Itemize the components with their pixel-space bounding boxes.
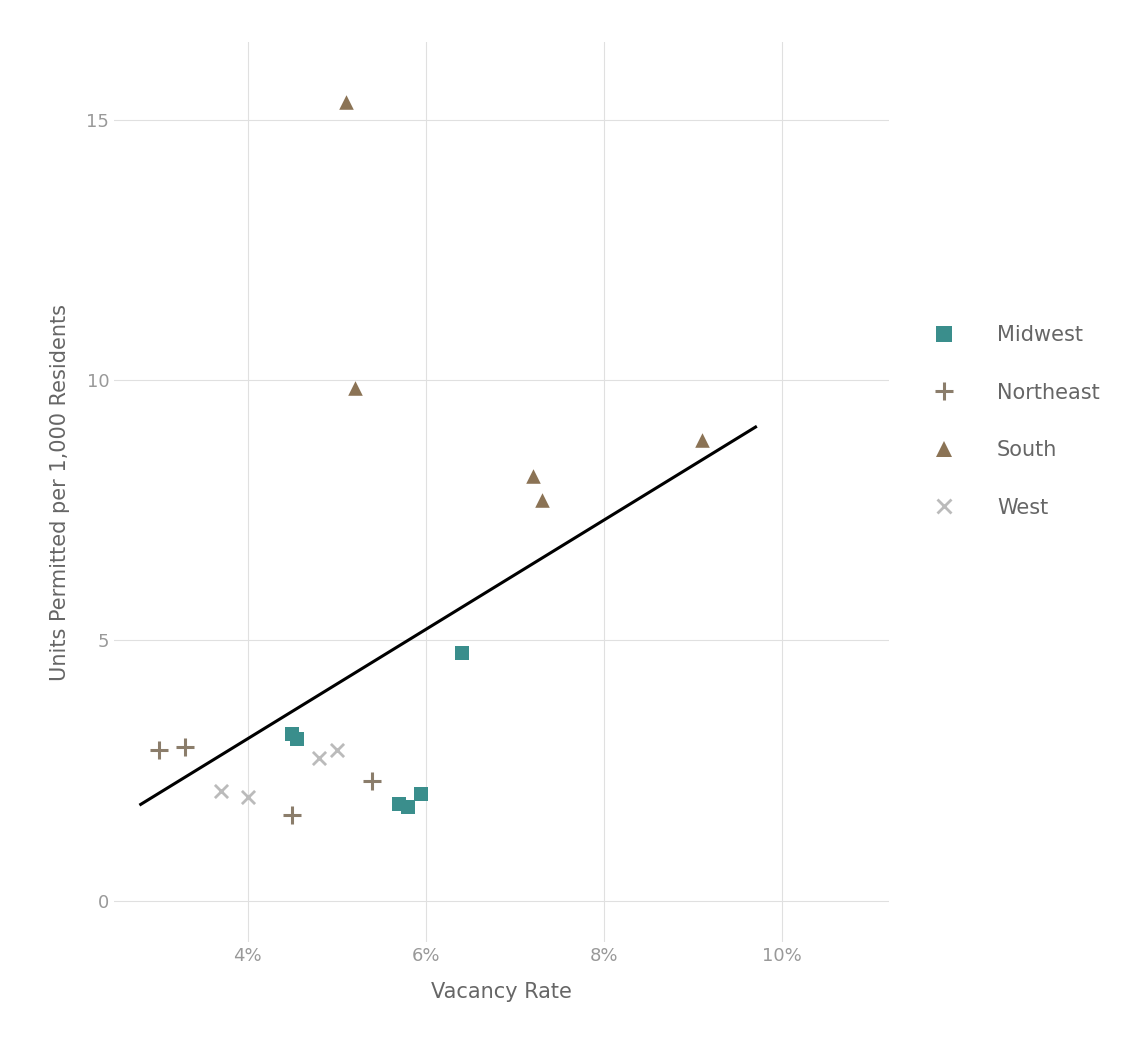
Point bbox=[523, 468, 542, 485]
Point bbox=[693, 431, 711, 448]
Point bbox=[413, 785, 431, 802]
Point bbox=[287, 731, 306, 748]
Point bbox=[345, 380, 364, 397]
Point bbox=[149, 741, 168, 758]
Point bbox=[453, 645, 471, 662]
Point bbox=[327, 741, 345, 758]
X-axis label: Vacancy Rate: Vacancy Rate bbox=[431, 982, 572, 1002]
Point bbox=[212, 783, 230, 800]
Point bbox=[336, 93, 355, 110]
Point bbox=[532, 491, 551, 508]
Point bbox=[177, 739, 195, 756]
Point bbox=[399, 799, 417, 816]
Point bbox=[364, 773, 382, 789]
Point bbox=[238, 788, 256, 805]
Legend: Midwest, Northeast, South, West: Midwest, Northeast, South, West bbox=[907, 305, 1121, 538]
Y-axis label: Units Permitted per 1,000 Residents: Units Permitted per 1,000 Residents bbox=[50, 304, 70, 681]
Point bbox=[310, 750, 328, 766]
Point bbox=[390, 796, 408, 812]
Point bbox=[283, 806, 301, 823]
Point bbox=[283, 726, 301, 742]
